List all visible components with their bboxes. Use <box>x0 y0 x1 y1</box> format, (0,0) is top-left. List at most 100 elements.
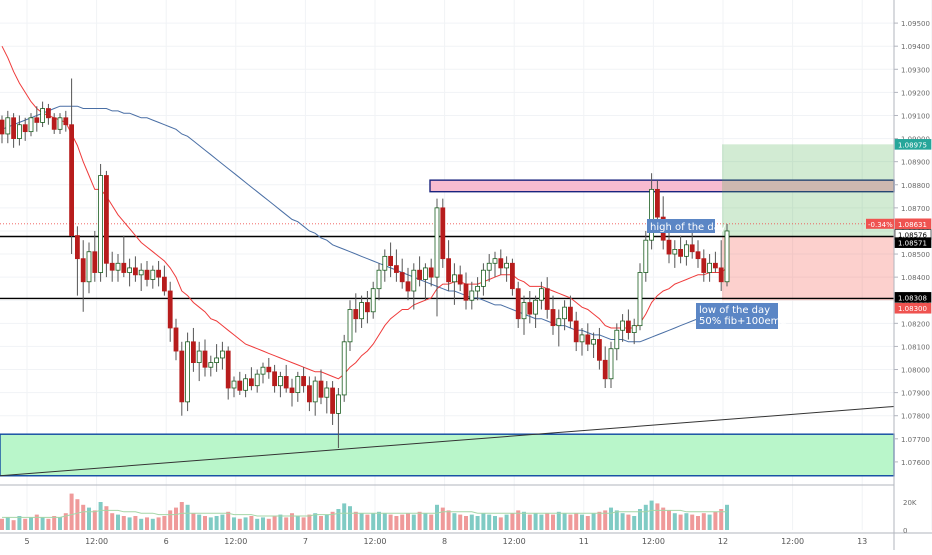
candle-body <box>115 262 121 271</box>
y-tick-label: 1.08800 <box>901 182 930 190</box>
candle-body <box>718 267 724 283</box>
candle-body <box>562 306 567 320</box>
volume-bar <box>220 514 225 530</box>
y-tick-label: 1.08700 <box>901 205 930 213</box>
candle-body <box>86 251 92 283</box>
volume-bar <box>5 517 10 530</box>
volume-bar <box>98 502 103 530</box>
ema-fast-line <box>1 45 728 380</box>
volume-bar <box>487 514 492 530</box>
ema-slow-line <box>1 105 728 343</box>
volume-bar <box>121 516 126 530</box>
candle-body <box>51 117 57 130</box>
candle-body <box>370 288 376 313</box>
volume-bar <box>0 518 4 530</box>
candle-body <box>515 288 521 320</box>
volume-bar <box>539 514 544 530</box>
volume-bar <box>696 516 700 530</box>
volume-bar <box>655 503 660 530</box>
candle-body <box>208 362 214 368</box>
volume-bar <box>168 510 173 530</box>
y-tick-label: 1.08100 <box>901 343 930 351</box>
price-tag-text: 1.08975 <box>898 141 927 149</box>
volume-bar <box>353 511 358 530</box>
candle-body <box>422 267 428 280</box>
price-tag-text: 1.08576 <box>898 231 927 239</box>
volume-bar <box>116 514 120 530</box>
y-tick-label: 1.09300 <box>901 66 930 74</box>
price-tag-box <box>894 237 932 248</box>
candle-body <box>330 387 336 414</box>
candle-body <box>684 244 689 257</box>
candle-body <box>34 117 40 123</box>
volume-bar <box>261 517 265 530</box>
volume-bar <box>475 516 480 530</box>
volume-bar <box>614 510 619 530</box>
volume-bar <box>104 506 109 530</box>
volume-bar <box>638 509 642 530</box>
candle-body <box>713 262 718 269</box>
change-box <box>866 218 894 229</box>
y-tick-label: 1.09200 <box>901 89 930 97</box>
volume-bar <box>23 518 28 530</box>
candle-body <box>231 380 237 389</box>
candle-body <box>0 119 5 135</box>
horizontal-levels <box>0 223 894 300</box>
candle-body <box>701 258 707 273</box>
volume-bar <box>139 518 144 530</box>
candle-body <box>405 281 411 292</box>
x-tick-label: 12:00 <box>642 537 665 546</box>
candle-body <box>417 269 423 280</box>
price-tag: 1.08975 <box>894 139 932 150</box>
volume-bar <box>150 518 155 530</box>
candle-body <box>695 251 701 260</box>
volume-bar <box>429 514 434 530</box>
candle-body <box>434 207 440 278</box>
candle-body <box>486 262 492 271</box>
volume-bar <box>678 514 683 530</box>
volume-bar <box>388 514 393 530</box>
annotation-low-text: low of the day <box>699 305 770 316</box>
volume-bar <box>348 506 352 530</box>
y-tick-label: 1.08200 <box>901 320 930 328</box>
volume-bar <box>232 517 236 530</box>
volume-bar <box>313 513 318 530</box>
y-tick-label: 1.08500 <box>901 251 930 259</box>
y-tick-label: 1.07900 <box>901 390 930 398</box>
candle-body <box>393 265 399 273</box>
candle-body <box>626 320 631 333</box>
candle-body <box>179 350 185 403</box>
candle-body <box>104 175 109 264</box>
volume-bar <box>411 514 416 530</box>
price-tags: 1.089751.08631-0.34%40:231.085761.085711… <box>866 139 932 314</box>
candle-body <box>539 288 544 301</box>
x-tick-label: 5 <box>24 537 29 546</box>
volume-bar <box>75 499 80 530</box>
y-tick-label: 1.09400 <box>901 43 930 51</box>
volume-bar <box>591 513 596 530</box>
volume-bar <box>174 507 178 530</box>
annotation-low-text: 50% fib+100ema <box>699 316 787 327</box>
candle-body <box>689 244 695 253</box>
volume-bar <box>266 518 271 530</box>
volume-bar <box>336 509 341 530</box>
volume-bar <box>498 517 503 530</box>
trendline-line <box>0 405 895 477</box>
candle-body <box>324 387 330 398</box>
candle-body <box>243 378 249 391</box>
volume-bar <box>359 513 364 530</box>
volume-bar <box>562 513 567 530</box>
price-tag: 1.08300 <box>894 302 932 314</box>
candle-body <box>63 117 69 126</box>
candle-body <box>80 258 86 283</box>
position-box <box>722 144 894 301</box>
price-tag-text: 1.08571 <box>898 240 927 248</box>
volume-bar <box>446 510 451 530</box>
volume-bar <box>626 514 631 530</box>
volume-bar <box>435 504 439 530</box>
volume-bar <box>110 513 115 530</box>
volume-bar <box>551 514 555 530</box>
candle-body <box>521 302 527 320</box>
candle-body <box>5 117 11 135</box>
